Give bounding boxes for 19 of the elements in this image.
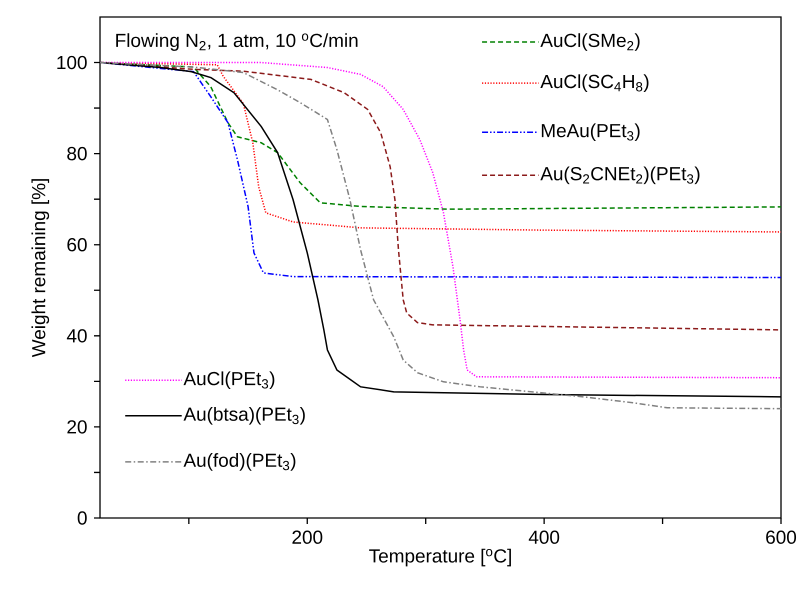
y-tick-label: 100 [57,56,87,70]
y-tick-label: 0 [78,511,87,525]
legend-label: Au(S$_{2}$CNEt$_{2}$)(PEt$_{3}$) [540,166,700,184]
legend-label: AuCl(PEt$_{3}$) [184,371,274,390]
legend-label: MeAu(PEt$_{3}$) [542,123,640,142]
x-tick-label: 600 [766,530,796,544]
x-axis-title: Temperature [$^{o}$C] [369,548,511,566]
y-axis-title: Weight remaining [%] [31,179,50,358]
x-tick-label: 200 [292,530,322,544]
legend-label: AuCl(SC$_{4}$H$_{8}$) [540,74,648,92]
legend-label: AuCl(SMe$_{2}$) [540,33,640,51]
y-tick-label: 80 [67,146,87,160]
legend-label: Au(btsa)(PEt$_{3}$) [184,406,305,425]
x-tick-label: 400 [528,530,560,544]
annotation: Flowing N$_{2}$, 1 atm, 10 $^{o}$C/min [116,33,358,51]
y-tick-label: 20 [67,420,87,434]
legend-label: Au(fod)(PEt$_{3}$) [184,453,296,471]
y-tick-label: 40 [66,329,87,343]
y-tick-label: 60 [67,238,87,252]
